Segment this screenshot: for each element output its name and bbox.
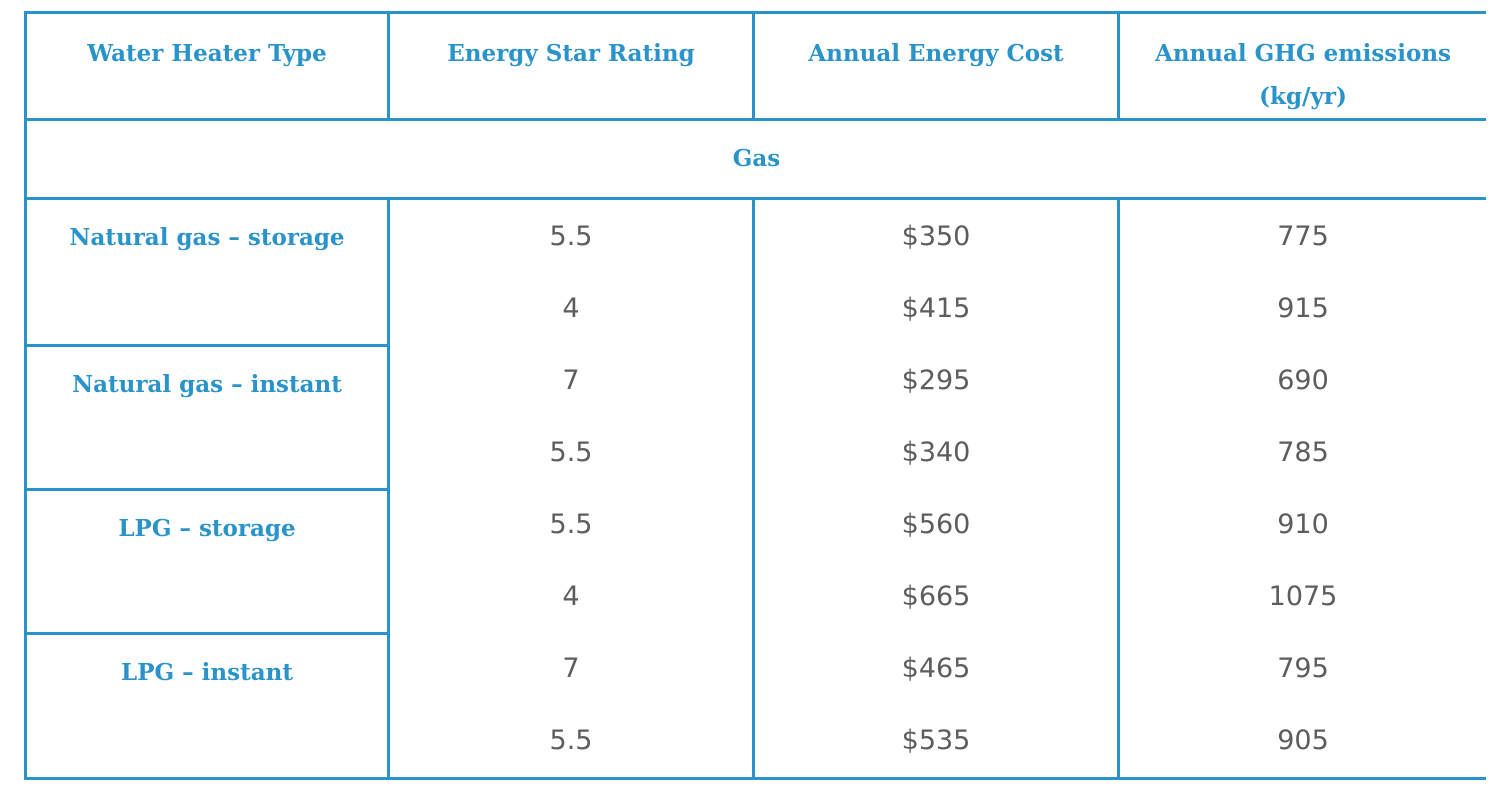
table-row: 4 $415 915 <box>26 273 1486 345</box>
cost-cell: $415 <box>752 273 1120 345</box>
group-name: Natural gas – instant <box>24 343 390 491</box>
table-row: 5.5 $535 905 <box>26 705 1486 780</box>
table-container: Water Heater Type Energy Star Rating Ann… <box>24 11 1486 811</box>
header-rating: Energy Star Rating <box>387 11 755 121</box>
header-type: Water Heater Type <box>24 11 390 121</box>
section-title-gas: Gas <box>24 118 1486 200</box>
rating-cell: 7 <box>387 633 755 705</box>
rating-cell: 5.5 <box>387 705 755 780</box>
rating-cell: 5.5 <box>387 197 755 273</box>
rating-cell: 4 <box>387 273 755 345</box>
rating-cell: 7 <box>387 345 755 417</box>
header-cost: Annual Energy Cost <box>752 11 1120 121</box>
table-row: Natural gas – storage 5.5 $350 775 <box>24 197 1486 347</box>
water-heater-table: Water Heater Type Energy Star Rating Ann… <box>24 11 1486 780</box>
cost-cell: $295 <box>752 345 1120 417</box>
cost-cell: $465 <box>752 633 1120 705</box>
cost-cell: $665 <box>752 561 1120 633</box>
header-row: Water Heater Type Energy Star Rating Ann… <box>24 11 1486 121</box>
emissions-cell: 905 <box>1117 705 1486 780</box>
group-name: LPG – instant <box>24 631 390 780</box>
table-row: 5.5 $340 785 <box>26 417 1486 489</box>
cost-cell: $340 <box>752 417 1120 489</box>
emissions-cell: 775 <box>1117 197 1486 273</box>
group-name: LPG – storage <box>24 487 390 635</box>
header-emissions: Annual GHG emissions (kg/yr) <box>1117 11 1486 121</box>
cost-cell: $560 <box>752 489 1120 561</box>
emissions-cell: 795 <box>1117 633 1486 705</box>
emissions-cell: 910 <box>1117 489 1486 561</box>
cost-cell: $350 <box>752 197 1120 273</box>
emissions-cell: 915 <box>1117 273 1486 345</box>
group-name: Natural gas – storage <box>24 197 390 347</box>
section-row: Gas <box>24 118 1486 200</box>
rating-cell: 5.5 <box>387 489 755 561</box>
rating-cell: 5.5 <box>387 417 755 489</box>
table-row: LPG – instant 7 $465 795 <box>24 631 1486 780</box>
rating-cell: 4 <box>387 561 755 633</box>
emissions-cell: 785 <box>1117 417 1486 489</box>
cost-cell: $535 <box>752 705 1120 780</box>
table-row: 4 $665 1075 <box>26 561 1486 633</box>
emissions-cell: 1075 <box>1117 561 1486 633</box>
emissions-cell: 690 <box>1117 345 1486 417</box>
table-row: LPG – storage 5.5 $560 910 <box>24 487 1486 635</box>
table-row: Natural gas – instant 7 $295 690 <box>24 343 1486 491</box>
